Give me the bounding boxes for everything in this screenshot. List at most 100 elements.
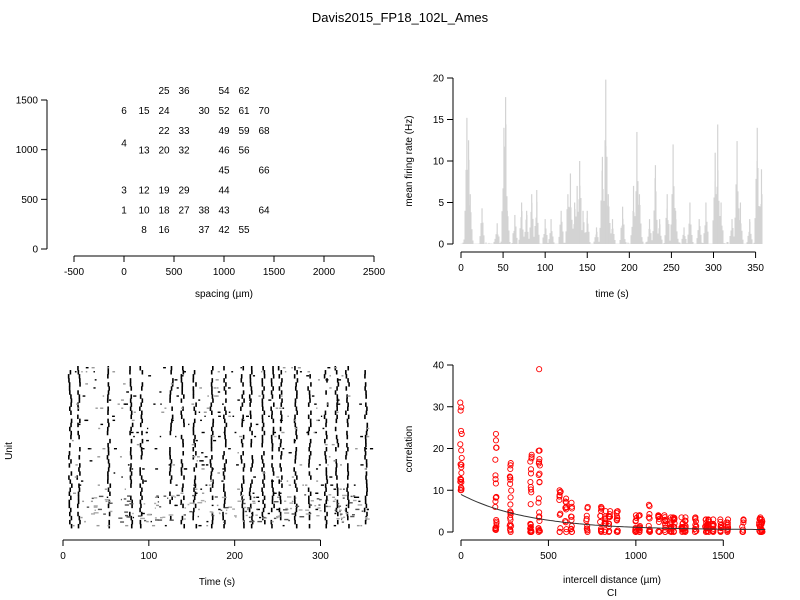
electrode-label: 45 [218,166,230,177]
data-point [535,495,542,502]
spike-burst [271,499,274,505]
spike-burst [79,463,81,468]
spike-burst [250,438,253,444]
spike-burst [129,451,132,456]
spike-burst [335,370,338,375]
spike-burst [336,438,339,444]
spike [361,510,364,512]
spike-burst [337,511,339,517]
spike-burst [272,370,274,375]
data-point [562,498,569,505]
y-tick-label: 10 [433,486,445,497]
spike [280,395,283,397]
spike [146,513,151,516]
spike [136,443,140,446]
spike-burst [366,483,368,488]
spike-burst [129,370,131,375]
spike-burst [70,394,72,399]
spike-burst [336,487,339,492]
spike-burst [195,523,198,529]
spike-burst [182,438,184,444]
data-point [567,526,574,533]
spike-burst [346,442,348,448]
spike [146,520,149,523]
spike-burst [243,463,246,468]
spike-burst [346,483,349,488]
data-point [527,521,534,528]
spike [104,498,110,501]
data-point [563,495,570,502]
spike [325,505,328,508]
spike [129,476,132,478]
spike [337,403,341,405]
spike-burst [309,438,312,444]
spike [340,514,342,517]
spike [319,510,322,512]
spike-burst [250,523,253,529]
spike-burst [223,487,225,492]
spike-burst [172,378,174,383]
spike-burst [210,471,213,476]
spike [216,395,219,397]
spike-burst [129,406,132,411]
spike-burst [139,499,142,505]
spike [159,391,162,393]
spike-burst [309,374,311,379]
spike-burst [348,523,350,529]
spike [86,506,90,508]
electrode-label: 8 [141,225,147,236]
spike-burst [242,475,245,480]
spike-burst [294,455,297,460]
spike [192,494,195,497]
spike [364,448,368,450]
spike [328,456,331,458]
spike-burst [224,406,226,411]
spike-burst [295,406,298,411]
spike-burst [270,507,273,513]
spike [336,517,340,520]
spike-burst [129,430,131,436]
spike-burst [211,511,214,517]
spike-burst [106,426,109,432]
spike [329,375,331,377]
spike [94,509,97,511]
spike [350,515,355,518]
spike-burst [182,451,185,456]
spike-burst [169,398,171,403]
spike [123,403,127,405]
spike [364,468,367,470]
spike-burst [107,451,110,456]
spike [156,495,159,497]
spike [302,484,304,486]
spike [145,431,148,434]
spike-burst [262,394,265,399]
spike-burst [181,366,184,371]
spike-burst [280,390,283,395]
electrode-label: 3 [121,185,127,196]
y-tick-label: 1500 [16,96,39,107]
spike [93,506,98,508]
spike [127,516,132,518]
spike [356,496,360,498]
spike-burst [130,414,133,420]
spike [342,497,345,499]
spike [142,512,145,515]
spike [142,448,145,450]
spike [204,415,206,417]
spike-burst [69,370,72,375]
electrode-label: 43 [218,205,230,216]
spike-burst [278,386,281,391]
spike-burst [324,483,327,488]
spike [235,516,237,518]
spike [159,435,162,438]
spike [291,513,295,515]
spike-burst [69,507,72,513]
spike [131,468,134,470]
spike-burst [364,495,367,501]
spike [93,505,98,507]
spike-burst [270,382,273,387]
spike-burst [278,394,281,399]
spike-burst [273,503,275,509]
spike [148,375,152,377]
data-point [678,514,685,521]
